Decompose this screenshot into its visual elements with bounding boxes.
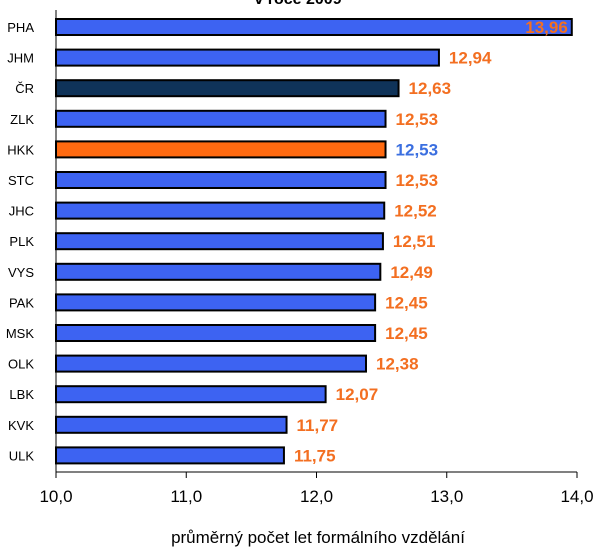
- value-label-zlk: 12,53: [396, 110, 439, 129]
- category-label-pha: PHA: [7, 20, 34, 35]
- x-tick-label: 10,0: [39, 487, 72, 506]
- value-label-jhc: 12,52: [394, 202, 437, 221]
- category-label-jhc: JHC: [9, 204, 34, 219]
- value-label-hkk: 12,53: [396, 140, 439, 159]
- bar-zlk: [55, 109, 387, 128]
- x-tick-label: 13,0: [430, 487, 463, 506]
- x-tick-label: 11,0: [170, 487, 202, 506]
- category-label-jhm: JHM: [7, 51, 34, 66]
- bar-jhc: [55, 201, 386, 220]
- x-axis: 10,0 11,0 12,0 13,0 14,0: [39, 10, 594, 506]
- category-label-plk: PLK: [9, 234, 34, 249]
- value-label-čr: 12,63: [409, 79, 452, 98]
- category-label-kvk: KVK: [8, 418, 34, 433]
- bars: PHA 13,96 JHM 12,94 ČR 12,63 ZLK 12,53 HKK 12,53 S…: [6, 18, 573, 465]
- category-label-olk: OLK: [8, 357, 34, 372]
- bar-olk: [55, 354, 367, 373]
- bar-vys: [55, 262, 382, 281]
- value-label-lbk: 12,07: [336, 385, 379, 404]
- value-label-vys: 12,49: [390, 263, 433, 282]
- category-label-čr: ČR: [15, 81, 34, 96]
- x-tick-label: 12,0: [300, 487, 333, 506]
- bar-pha: [55, 18, 573, 36]
- x-axis-title: průměrný počet let formálního vzdělání: [171, 528, 465, 547]
- bar-hkk: [55, 140, 387, 159]
- bar-stc: [55, 171, 387, 189]
- value-label-msk: 12,45: [385, 324, 428, 343]
- category-label-msk: MSK: [6, 326, 35, 341]
- bar-pak: [55, 293, 377, 312]
- bar-ulk: [55, 446, 285, 465]
- category-label-hkk: HKK: [7, 142, 34, 157]
- value-label-plk: 12,51: [393, 232, 436, 251]
- category-label-pak: PAK: [9, 295, 34, 310]
- category-label-zlk: ZLK: [10, 112, 34, 127]
- value-label-pha: 13,96: [525, 18, 568, 37]
- bar-čr: [55, 79, 400, 98]
- category-label-vys: VYS: [8, 265, 34, 280]
- value-label-ulk: 11,75: [294, 446, 336, 465]
- category-label-lbk: LBK: [9, 387, 34, 402]
- value-label-kvk: 11,77: [297, 416, 339, 435]
- value-label-stc: 12,53: [396, 171, 439, 190]
- bar-plk: [55, 232, 384, 251]
- value-label-pak: 12,45: [385, 293, 428, 312]
- bar-kvk: [55, 415, 288, 434]
- bar-lbk: [55, 385, 327, 404]
- chart-title: v roce 2009: [254, 0, 341, 8]
- value-label-jhm: 12,94: [449, 49, 492, 68]
- value-label-olk: 12,38: [376, 355, 419, 374]
- category-label-stc: STC: [8, 173, 34, 188]
- category-label-ulk: ULK: [9, 448, 35, 463]
- bar-msk: [55, 324, 377, 342]
- x-tick-label: 14,0: [560, 487, 593, 506]
- bar-jhm: [55, 48, 440, 67]
